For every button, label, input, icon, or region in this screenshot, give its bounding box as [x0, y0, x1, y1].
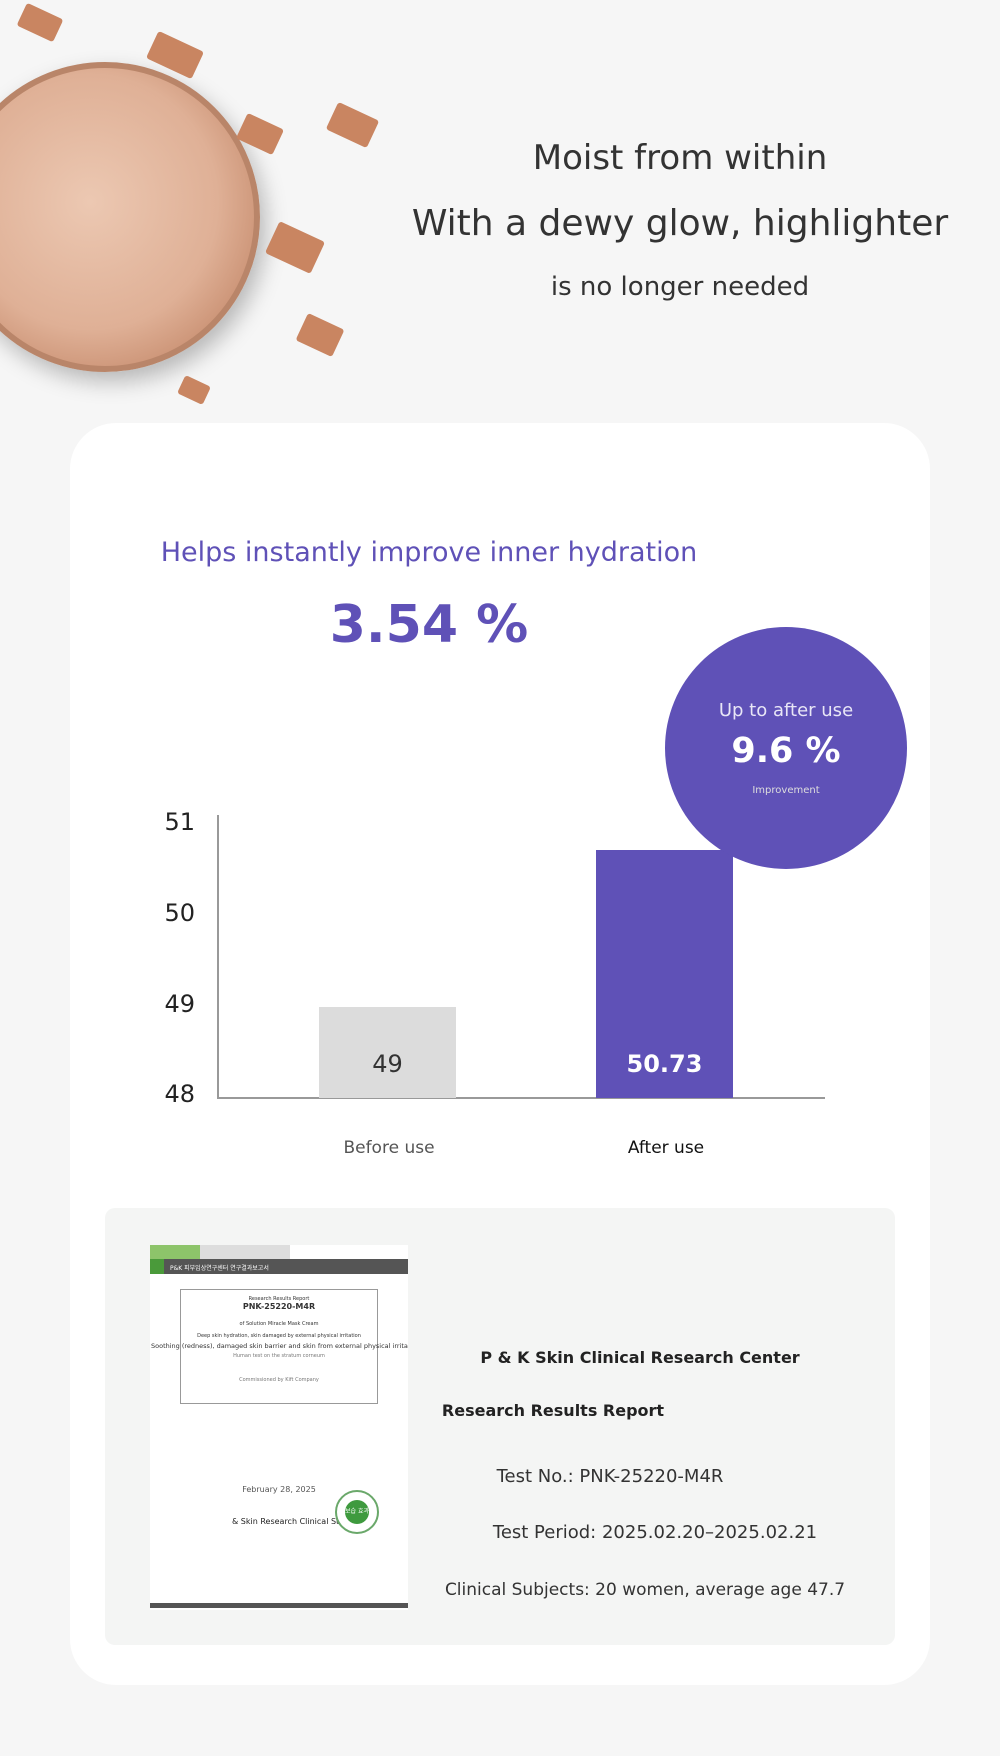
doc-product: of Solution Miracle Mask Cream [239, 1321, 319, 1327]
doc-line1: Deep skin hydration, skin damaged by ext… [197, 1333, 361, 1339]
report-title: Research Results Report [441, 1401, 665, 1420]
y-axis [217, 815, 219, 1099]
doc-number: PNK-25220-M4R [242, 1302, 316, 1311]
powder-crumb [177, 375, 211, 405]
powder-crumb [295, 312, 345, 358]
doc-header: P&K 피부임상연구센터 연구결과보고서 [150, 1259, 408, 1274]
test-period: Test Period: 2025.02.20–2025.02.21 [492, 1522, 818, 1543]
big-value: 3.54 % [329, 595, 529, 655]
card-subtitle: Helps instantly improve inner hydration [160, 537, 698, 568]
bar-label-after: 50.73 [626, 1050, 703, 1078]
research-center: P & K Skin Clinical Research Center [480, 1348, 800, 1367]
improvement-badge: Up to after use 9.6 % Improvement [665, 627, 907, 869]
highlighter-powder-image [0, 62, 260, 372]
doc-line3: Human test on the stratum corneum [233, 1353, 325, 1359]
bar-after-use [596, 849, 733, 1098]
doc-title: Research Results Report [248, 1296, 310, 1302]
doc-line2: Soothing (redness), damaged skin barrier… [151, 1342, 408, 1350]
category-before: Before use [343, 1138, 435, 1158]
y-tick: 51 [164, 808, 195, 836]
doc-stamp: 보습 효과 [335, 1490, 379, 1534]
headline-line-2: With a dewy glow, highlighter [411, 203, 949, 244]
doc-commissioned: Commissioned by Kift Company [239, 1377, 319, 1383]
powder-crumb [16, 2, 64, 43]
headline-line-1: Moist from within [532, 138, 828, 178]
powder-crumb [325, 101, 380, 149]
report-document-image: P&K 피부임상연구센터 연구결과보고서 Research Results Re… [150, 1245, 408, 1610]
x-axis [217, 1097, 825, 1099]
bar-before-use [319, 1007, 456, 1098]
powder-crumb [264, 221, 326, 274]
clinical-subjects: Clinical Subjects: 20 women, average age… [444, 1580, 846, 1600]
y-tick: 49 [164, 990, 195, 1018]
bar-label-before: 49 [372, 1050, 403, 1078]
badge-label: Up to after use [718, 700, 854, 721]
y-tick: 48 [164, 1080, 195, 1108]
y-tick: 50 [164, 899, 195, 927]
headline-line-3: is no longer needed [550, 272, 810, 302]
doc-date: February 28, 2025 [242, 1485, 316, 1494]
badge-value: 9.6 % [731, 731, 841, 771]
badge-caption: Improvement [752, 785, 820, 796]
category-after: After use [627, 1138, 705, 1158]
doc-org: & Skin Research Clinical Study [232, 1517, 355, 1526]
test-number: Test No.: PNK-25220-M4R [496, 1466, 724, 1487]
